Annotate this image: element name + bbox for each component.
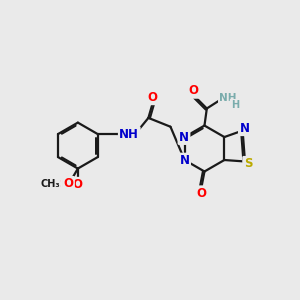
Text: H: H — [231, 100, 239, 110]
Text: N: N — [239, 122, 249, 135]
Text: O: O — [63, 177, 74, 190]
Text: O: O — [148, 91, 158, 104]
Text: N: N — [179, 130, 189, 143]
Text: N: N — [180, 154, 190, 167]
Text: O: O — [73, 178, 83, 191]
Text: S: S — [244, 157, 252, 170]
Text: NH: NH — [119, 128, 139, 141]
Text: O: O — [196, 187, 206, 200]
Text: NH: NH — [219, 93, 237, 103]
Text: O: O — [189, 84, 199, 97]
Text: OCH₃: OCH₃ — [47, 180, 73, 189]
Text: CH₃: CH₃ — [40, 179, 60, 189]
